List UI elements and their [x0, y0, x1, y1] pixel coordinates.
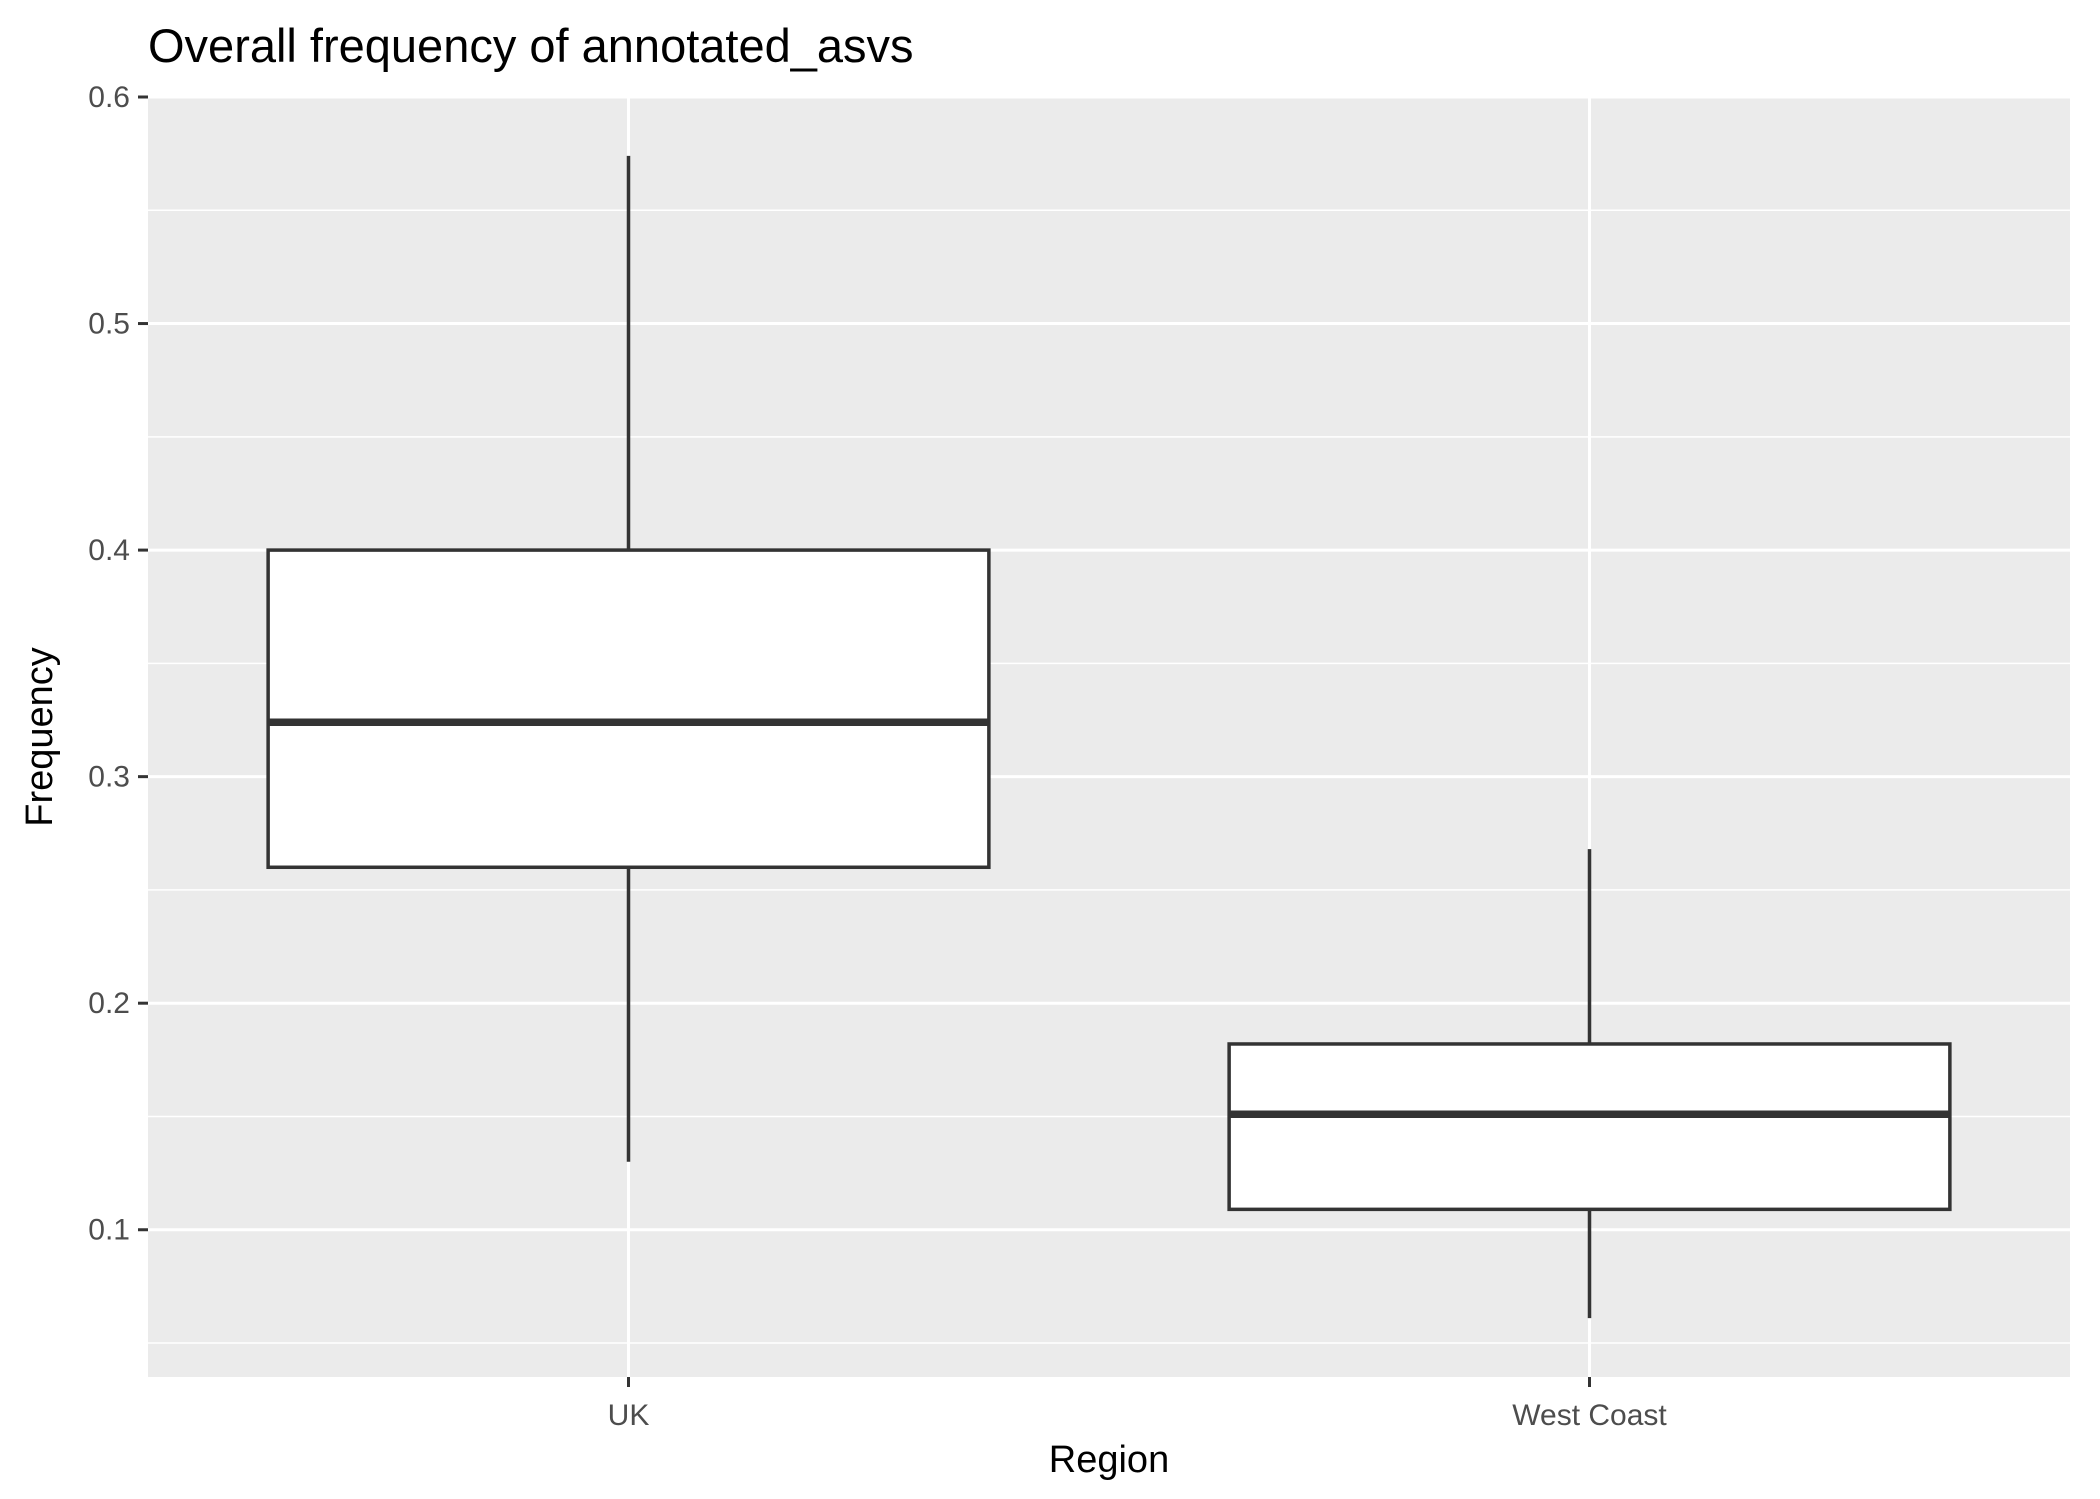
y-tick-label: 0.1 — [88, 1214, 130, 1247]
chart-title: Overall frequency of annotated_asvs — [148, 19, 914, 72]
axes: 0.1 0.2 0.3 0.4 0.5 0.6 UK West Coast — [88, 81, 1667, 1432]
x-tick-label: West Coast — [1512, 1399, 1667, 1432]
iqr-box — [1227, 1042, 1952, 1212]
x-tick-label: UK — [608, 1399, 650, 1432]
y-tick-label: 0.3 — [88, 761, 130, 794]
y-tick-label: 0.6 — [88, 81, 130, 114]
y-axis-title: Frequency — [19, 647, 61, 827]
iqr-box — [266, 548, 991, 870]
box-west-coast — [1227, 849, 1952, 1319]
boxes — [266, 155, 1952, 1319]
box-uk — [266, 155, 991, 1162]
y-tick-label: 0.5 — [88, 308, 130, 341]
x-axis-title: Region — [1049, 1439, 1169, 1481]
y-tick-label: 0.2 — [88, 987, 130, 1020]
y-tick-label: 0.4 — [88, 534, 130, 567]
